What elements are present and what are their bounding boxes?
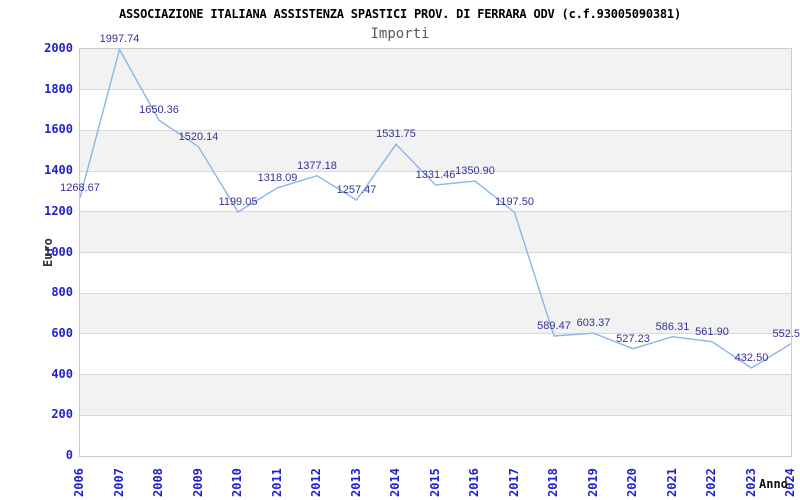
point-labels: 1268.67 1997.74 1650.36 1520.14 1199.05 1318.…	[60, 33, 800, 456]
point-value-label: 561.90	[695, 325, 729, 338]
chart-subtitle: Importi	[370, 26, 430, 42]
gridline	[80, 89, 791, 91]
point-value-label: 1199.05	[218, 195, 258, 208]
point-value-label: 586.31	[655, 320, 690, 333]
gridline	[80, 374, 791, 376]
point-value-label: 552.5	[772, 327, 800, 340]
y-tick-label: 0	[65, 448, 73, 462]
x-tick-label: 2009	[190, 468, 205, 497]
y-tick-label: 1600	[44, 122, 73, 137]
point-value-label: 1650.36	[139, 104, 179, 117]
point-value-label: 1268.67	[60, 181, 100, 194]
y-tick-label: 2000	[44, 41, 73, 55]
point-value-label: 1377.18	[297, 159, 337, 172]
gridline	[80, 129, 791, 131]
y-tick-label: 1400	[44, 163, 73, 178]
x-tick-label: 2011	[269, 468, 284, 497]
x-tick-label: 2010	[230, 468, 244, 497]
x-tick-label: 2015	[427, 468, 442, 497]
x-tick-label: 2016	[467, 468, 481, 497]
x-tick-label: 2018	[546, 468, 560, 497]
gridline	[80, 414, 791, 416]
data-line	[79, 47, 792, 369]
x-tick-label: 2019	[585, 468, 600, 497]
x-tick-label: 2023	[743, 468, 758, 497]
y-tick-label: 600	[51, 325, 73, 340]
plot-area: 1268.67 1997.74 1650.36 1520.14 1199.05 1318.…	[60, 33, 800, 457]
x-axis-title: Anno	[759, 477, 788, 491]
chart-title: ASSOCIAZIONE ITALIANA ASSISTENZA SPASTIC…	[119, 7, 681, 21]
y-tick-label: 800	[51, 285, 73, 300]
gridline	[80, 252, 791, 253]
point-value-label: 1257.47	[336, 184, 377, 197]
y-tick-label: 1800	[44, 81, 73, 96]
gridline	[80, 170, 791, 172]
x-tick-label: 2020	[625, 468, 639, 497]
point-value-label: 432.50	[734, 351, 769, 364]
y-tick-label: 200	[51, 407, 73, 422]
x-tick-label: 2007	[111, 468, 126, 497]
gridline	[80, 333, 791, 335]
point-value-label: 527.23	[616, 332, 650, 345]
line-series	[79, 47, 792, 369]
x-tick-label: 2012	[309, 468, 323, 497]
x-tick-label: 2021	[664, 468, 679, 497]
point-value-label: 1520.14	[178, 130, 219, 143]
point-value-label: 603.37	[576, 317, 611, 330]
point-value-label: 1531.75	[376, 128, 416, 141]
x-tick-label: 2022	[704, 468, 718, 497]
gridline	[80, 211, 791, 213]
y-tick-label: 1200	[44, 203, 73, 218]
x-tick-label: 2013	[348, 468, 363, 497]
point-value-label: 1197.50	[495, 196, 534, 209]
point-value-label: 1318.09	[257, 171, 298, 184]
x-tick-label: 2014	[388, 468, 402, 497]
point-value-label: 1350.90	[455, 165, 495, 178]
x-tick-label: 2008	[151, 468, 165, 497]
y-tick-label: 400	[51, 366, 73, 381]
point-value-label: 1997.74	[99, 33, 140, 46]
y-tick-label: 1000	[44, 244, 73, 259]
point-value-label: 589.47	[537, 320, 571, 333]
x-tick-label: 2017	[506, 468, 521, 497]
x-tick-label: 2006	[72, 468, 86, 497]
point-value-label: 1331.46	[415, 169, 456, 182]
gridline	[80, 292, 791, 294]
y-axis-title: Euro	[41, 238, 55, 267]
